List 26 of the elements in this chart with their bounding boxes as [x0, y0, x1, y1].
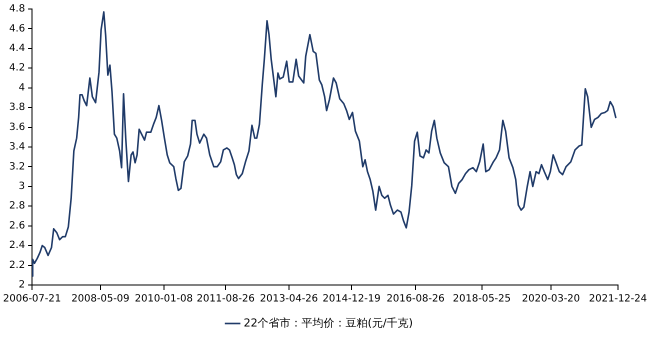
- x-tick-label: 2011-08-26: [196, 294, 255, 305]
- x-tick-label: 2016-08-26: [386, 294, 445, 305]
- y-tick-label: 4: [18, 82, 26, 94]
- y-tick-label: 2: [18, 280, 26, 291]
- x-tick-label: 2006-07-21: [2, 294, 62, 305]
- y-tick-label: 4.8: [9, 4, 26, 15]
- y-tick-label: 4.6: [9, 23, 26, 34]
- x-tick-label: 2008-05-09: [71, 294, 130, 305]
- y-tick-label: 4.2: [9, 62, 26, 74]
- x-tick-label: 2020-03-20: [522, 294, 580, 305]
- y-tick-label: 4.4: [9, 43, 26, 54]
- y-tick-label: 3.6: [9, 122, 26, 133]
- x-tick-label: 2013-04-26: [260, 294, 318, 305]
- y-tick-label: 2.6: [9, 220, 26, 232]
- y-tick-label: 3.8: [9, 102, 26, 114]
- y-tick-label: 3.2: [9, 161, 26, 172]
- x-tick-label: 2021-12-24: [588, 294, 648, 305]
- y-tick-label: 3: [18, 181, 26, 192]
- x-tick-label: 2014-12-19: [322, 294, 381, 305]
- y-tick-label: 2.2: [9, 260, 26, 271]
- legend-label: 22个省市：平均价：豆粕(元/千克): [244, 316, 413, 330]
- x-tick-label: 2010-01-08: [134, 294, 193, 305]
- y-tick-label: 3.4: [9, 142, 26, 153]
- y-tick-label: 2.4: [9, 240, 26, 252]
- y-tick-label: 2.8: [9, 200, 26, 212]
- x-tick-label: 2018-05-25: [452, 294, 511, 305]
